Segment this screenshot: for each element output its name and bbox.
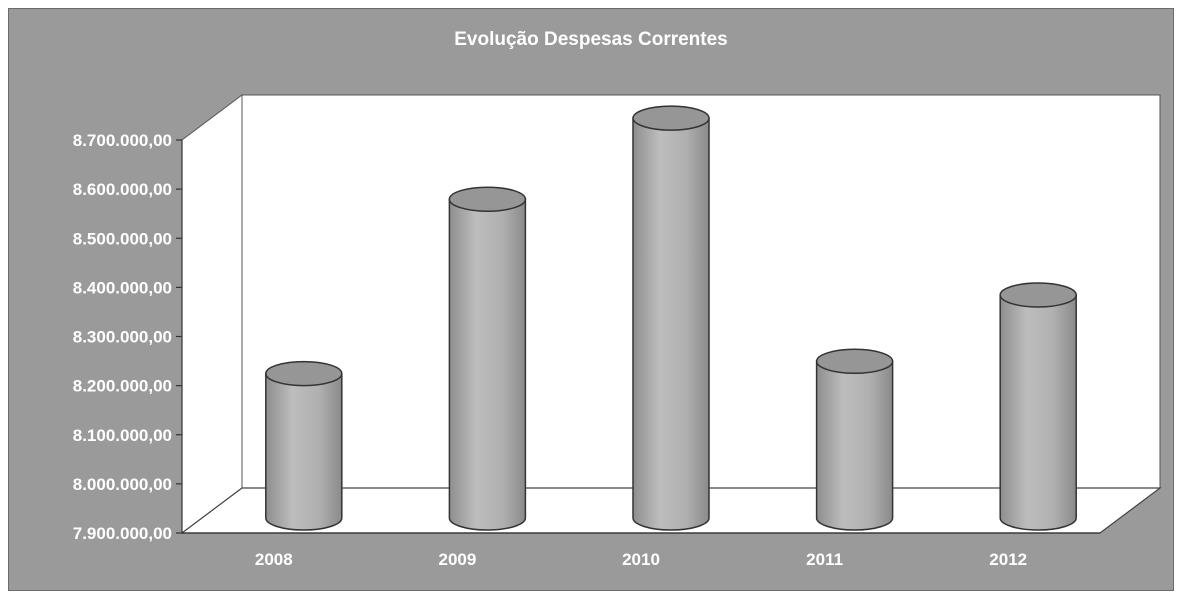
- x-tick-label: 2008: [255, 550, 293, 569]
- y-tick-label: 8.500.000,00: [73, 229, 172, 248]
- bar-body: [999, 294, 1077, 531]
- bar-top: [265, 360, 343, 387]
- x-tick-label: 2011: [806, 550, 843, 569]
- bar-body: [632, 117, 710, 531]
- y-tick-label: 8.400.000,00: [73, 278, 172, 297]
- bar: [632, 105, 710, 531]
- y-axis: 7.900.000,00 8.000.000,00 8.100.000,00 8.20…: [73, 131, 183, 543]
- bar-top: [632, 105, 710, 131]
- y-tick-label: 7.900.000,00: [73, 524, 172, 543]
- bar: [999, 282, 1077, 531]
- y-tick-label: 8.100.000,00: [73, 426, 172, 445]
- y-tick-label: 8.200.000,00: [73, 377, 172, 396]
- bar: [265, 360, 343, 531]
- y-tick-label: 8.000.000,00: [73, 475, 172, 494]
- y-tick-label: 8.600.000,00: [73, 180, 172, 199]
- bar: [448, 186, 527, 531]
- y-tick-label: 8.300.000,00: [73, 328, 172, 347]
- bar-top: [999, 282, 1077, 308]
- bar-body: [815, 360, 894, 531]
- x-axis: 2008 2009 2010 2011 2012: [182, 532, 1100, 569]
- y-tick-label: 8.700.000,00: [73, 131, 172, 150]
- bar-top: [815, 348, 894, 375]
- side-wall: [181, 94, 243, 534]
- x-tick-label: 2009: [438, 550, 476, 569]
- bar-body: [448, 198, 527, 531]
- bars: [265, 105, 1077, 531]
- bar-body: [265, 372, 343, 531]
- chart-title: Evolução Despesas Correntes: [454, 29, 728, 50]
- bar-top: [448, 186, 527, 212]
- x-tick-label: 2012: [989, 550, 1027, 569]
- bar: [815, 348, 894, 531]
- x-tick-label: 2010: [622, 550, 660, 569]
